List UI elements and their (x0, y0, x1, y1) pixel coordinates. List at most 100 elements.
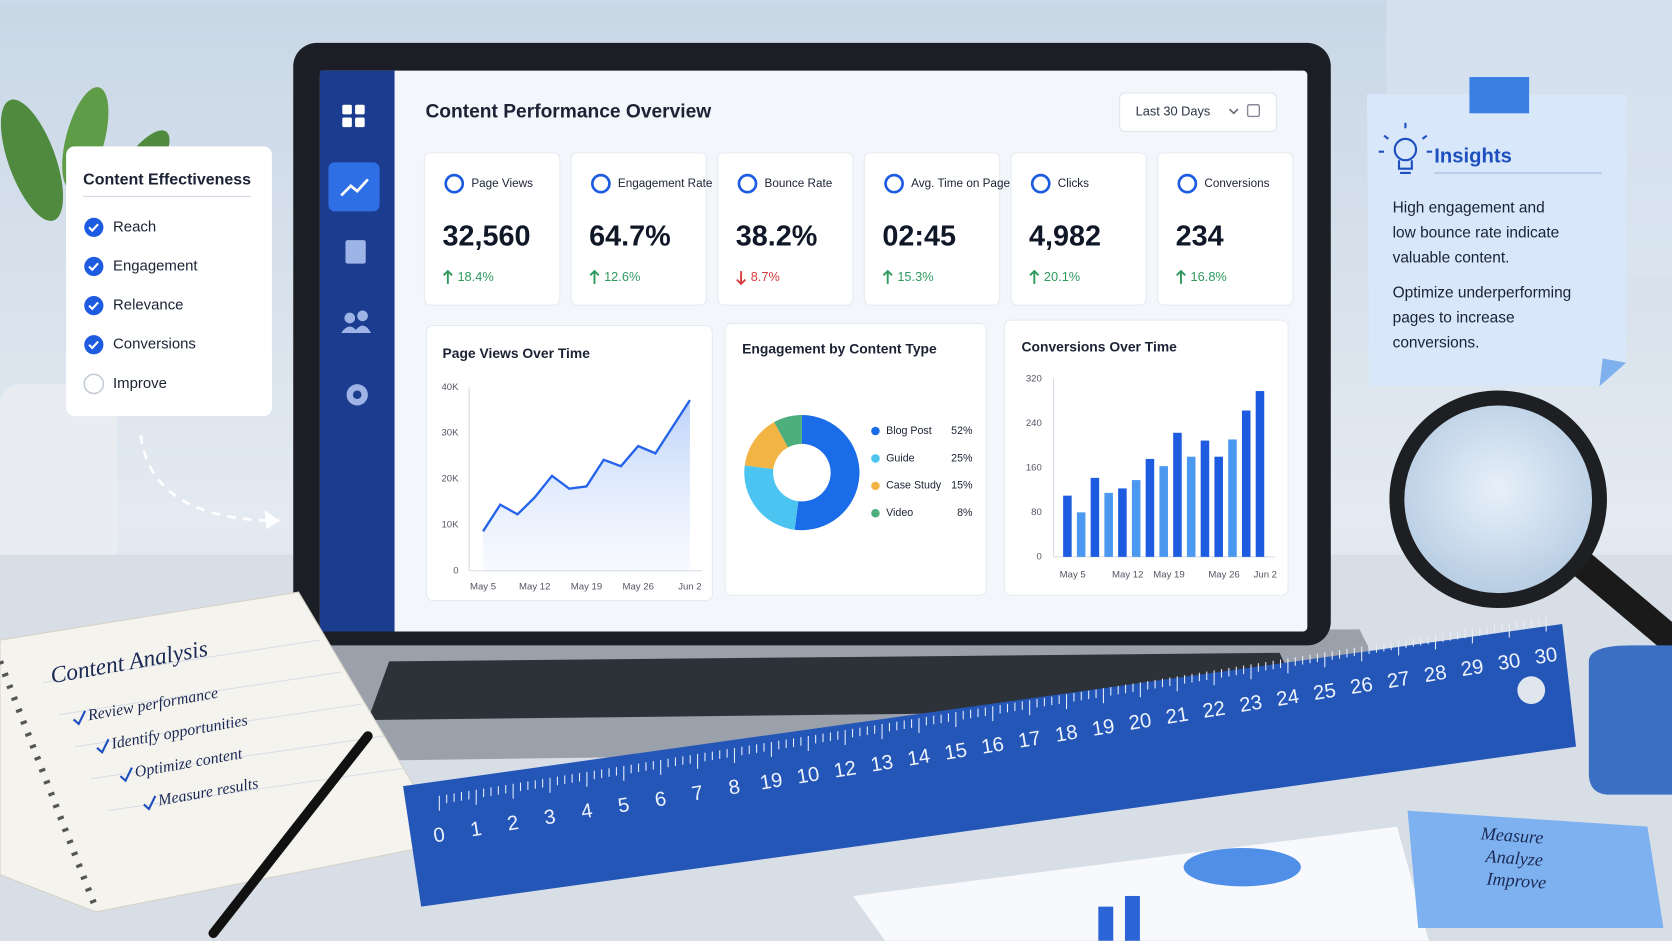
kpi-trend-arrow (1029, 269, 1040, 284)
pie-slice (744, 465, 799, 530)
ruler-label: 10 (795, 763, 821, 788)
sticky-note-line: Measure (1479, 823, 1544, 847)
pie-slice (794, 415, 860, 531)
y-tick-label: 10K (441, 519, 459, 530)
bar (1214, 456, 1223, 557)
effectiveness-card (66, 146, 272, 417)
legend-label: Video (886, 507, 913, 519)
kpi-icon (444, 173, 465, 194)
arrow (139, 435, 280, 522)
x-tick-label: May 5 (470, 581, 496, 592)
insights-text: conversions. (1393, 335, 1480, 352)
bar (1159, 466, 1168, 557)
kpi-label: Engagement Rate (618, 177, 712, 190)
calendar-icon (1246, 104, 1261, 118)
checklist-item: Conversions (113, 336, 196, 353)
ruler-label: 25 (1312, 680, 1338, 705)
legend-dot (871, 426, 880, 436)
x-tick-label: May 26 (1208, 570, 1239, 581)
legend-dot (871, 508, 880, 518)
check-mark (88, 301, 99, 311)
ruler-label: 22 (1201, 698, 1227, 723)
ruler-label: 28 (1423, 662, 1449, 687)
kpi-trend-arrow (1176, 269, 1186, 284)
ruler-label: 30 (1496, 650, 1522, 675)
sidebar (319, 70, 395, 632)
y-tick-label: 0 (1036, 551, 1041, 562)
magnifier (1389, 390, 1672, 654)
date-range-select[interactable] (1119, 92, 1277, 132)
y-tick-label: 80 (1031, 507, 1042, 518)
y-tick-label: 30K (441, 428, 459, 439)
check-mark (88, 340, 99, 350)
check-mark (119, 767, 133, 783)
chart-title: Engagement by Content Type (742, 341, 937, 357)
x-tick-label: May 19 (1153, 570, 1184, 581)
ruler-label: 6 (653, 788, 668, 812)
value-label: 52% (951, 425, 973, 437)
ruler-label: 4 (579, 800, 594, 824)
kpi-trend-arrow (882, 269, 893, 284)
x-tick-label: Jun 2 (1254, 570, 1277, 581)
chevron (1228, 108, 1239, 115)
value-label: 15% (951, 480, 973, 492)
ruler-label: 14 (906, 745, 932, 770)
kpi-value: 38.2% (736, 221, 818, 253)
kpi-trend-arrow (736, 271, 747, 286)
y-tick-label: 0 (453, 565, 458, 576)
x-tick-label: May 12 (519, 581, 550, 592)
check-mark (143, 795, 157, 811)
ruler-label: 5 (616, 794, 631, 818)
check-mark (72, 710, 87, 726)
dashboard-title: Content Performance Overview (425, 101, 711, 122)
chart-title: Conversions Over Time (1022, 339, 1178, 355)
kpi-change: 20.1% (1044, 269, 1080, 284)
kpi-label: Avg. Time on Page (911, 177, 1010, 190)
date-range-label: Last 30 Days (1136, 104, 1211, 119)
ruler-label: 17 (1017, 727, 1043, 752)
insights-text: valuable content. (1393, 249, 1510, 266)
ruler-label: 30 (1533, 644, 1559, 669)
note-curl (1599, 358, 1627, 387)
bar (1228, 439, 1237, 557)
lightbulb-icon (1378, 122, 1433, 175)
ruler-label: 3 (543, 806, 558, 830)
kpi-label: Conversions (1204, 177, 1269, 190)
x-tick-label: May 12 (1112, 570, 1143, 581)
bar (1131, 480, 1141, 557)
check-mark (96, 738, 110, 755)
kpi-change: 12.6% (604, 269, 640, 284)
sticky-note (1407, 810, 1664, 928)
kpi-trend-arrow (442, 269, 453, 284)
kpi-value: 64.7% (589, 221, 671, 253)
chart-title: Page Views Over Time (443, 345, 591, 361)
ruler-label: 12 (832, 757, 858, 782)
checklist-item: Reach (113, 218, 156, 235)
bar (1241, 410, 1251, 557)
y-tick-label: 240 (1026, 418, 1042, 429)
bar (1118, 488, 1127, 557)
ruler-label: 20 (1127, 710, 1153, 735)
sticky-note-line: Analyze (1484, 846, 1544, 870)
sidebar-icons (328, 104, 380, 406)
insights-text: High engagement and (1393, 199, 1545, 216)
ruler-label: 19 (1090, 715, 1116, 740)
ruler-label: 1 (469, 818, 484, 842)
kpi-label: Page Views (471, 177, 533, 190)
insights-title: Insights (1434, 145, 1512, 167)
ruler-label: 27 (1386, 668, 1412, 693)
bar (1186, 456, 1196, 557)
bar (1076, 512, 1086, 557)
ruler-label: 19 (758, 769, 784, 794)
insights-note (1367, 94, 1627, 387)
pie-slice (744, 422, 789, 470)
ruler-label: 0 (432, 824, 447, 848)
kpi-icon (737, 173, 758, 194)
kpi-value: 02:45 (882, 221, 956, 253)
kpi-value: 234 (1176, 221, 1224, 253)
checklist-item: Relevance (113, 297, 183, 314)
kpi-change: 16.8% (1191, 269, 1227, 284)
ruler-label: 2 (506, 812, 521, 836)
